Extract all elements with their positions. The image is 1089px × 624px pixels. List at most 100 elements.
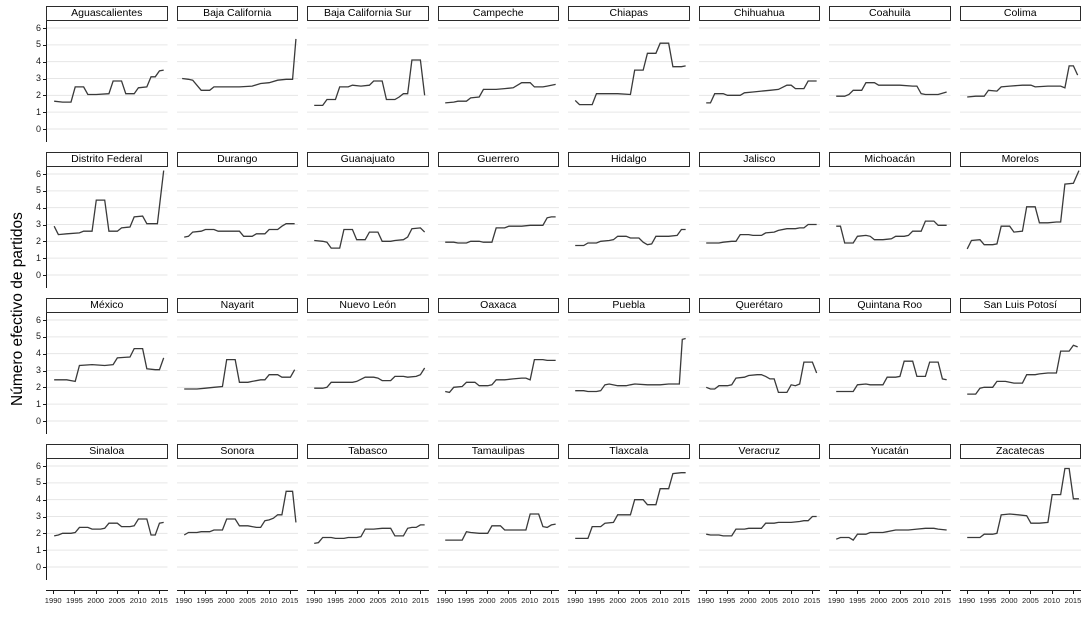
x-axis-line — [568, 590, 690, 591]
y-tick-label: 5 — [35, 477, 41, 488]
panel-plot-svg — [960, 459, 1082, 580]
panel-veracruz: Veracruz — [698, 444, 820, 580]
panel-baja-california-sur: Baja California Sur — [307, 6, 429, 142]
series-line — [445, 360, 555, 393]
x-tick-label: 2015 — [411, 596, 429, 605]
x-tick-label: 2005 — [760, 596, 778, 605]
y-tick-mark — [43, 78, 47, 80]
panel-san-luis-potosi: San Luis Potosí — [959, 298, 1082, 434]
x-tick-label: 1990 — [44, 596, 62, 605]
panel-title: Durango — [176, 152, 298, 167]
panel-plot: 0 1 2 3 4 5 6 — [36, 459, 168, 580]
x-tick-mark — [247, 590, 249, 594]
x-tick-label: 1995 — [196, 596, 214, 605]
y-tick-label: 1 — [35, 398, 41, 409]
panel-plot-svg — [829, 21, 951, 142]
x-tick-mark — [748, 590, 750, 594]
panel-title: Sinaloa — [46, 444, 168, 459]
y-tick-label: 3 — [35, 73, 41, 83]
series-line — [575, 230, 685, 246]
x-tick-mark — [878, 590, 880, 594]
panel-plot — [959, 459, 1082, 580]
x-axis-col-7: 1990 1995 2000 2005 2010 2015 — [828, 590, 951, 614]
y-tick-label: 5 — [35, 185, 41, 196]
x-tick-label: 1995 — [66, 596, 83, 605]
panel-plot: 0 1 2 3 4 5 6 — [36, 21, 168, 142]
series-line — [182, 39, 296, 90]
x-tick-mark — [159, 590, 161, 594]
panel-colima: Colima — [959, 6, 1081, 142]
panel-plot — [176, 167, 299, 288]
y-tick-label: 2 — [35, 527, 41, 538]
panel-plot-svg — [960, 313, 1082, 434]
panel-plot-svg — [568, 459, 690, 580]
series-line — [54, 171, 164, 235]
panel-plot — [568, 459, 690, 580]
x-tick-label: 2005 — [369, 596, 387, 605]
panel-title: Baja California — [176, 6, 298, 21]
series-line — [967, 345, 1077, 394]
x-tick-label: 1995 — [849, 596, 866, 605]
panel-plot-svg — [960, 167, 1082, 288]
panel-title: Nuevo León — [307, 298, 429, 313]
panel-plot-svg — [47, 459, 168, 580]
panel-plot-svg — [47, 313, 168, 434]
panel-plot-svg — [47, 167, 168, 288]
panel-title: Coahuila — [829, 6, 951, 21]
panel-hidalgo: Hidalgo — [568, 152, 690, 288]
x-tick-mark — [836, 590, 838, 594]
panel-plot-svg — [829, 313, 951, 434]
panel-sonora: Sonora — [176, 444, 298, 580]
panel-title: Tamaulipas — [437, 444, 559, 459]
y-tick-mark — [43, 421, 47, 422]
panel-aguascalientes: Aguascalientes 0 1 2 3 4 5 6 — [36, 6, 168, 142]
x-axis-col-3: 1990 1995 2000 2005 2010 2015 — [306, 590, 429, 614]
panel-plot — [698, 21, 820, 142]
y-tick-label: 5 — [35, 39, 41, 50]
x-tick-label: 1990 — [175, 596, 193, 605]
y-tick-mark — [43, 404, 47, 406]
panel-plot — [307, 167, 429, 288]
panel-sinaloa: Sinaloa 0 1 2 3 4 5 6 — [36, 444, 168, 580]
x-tick-label: 2015 — [150, 596, 168, 605]
series-line — [54, 519, 164, 536]
panel-plot — [698, 167, 820, 288]
x-tick-mark — [1051, 590, 1053, 594]
panel-plot — [437, 313, 559, 434]
y-tick-mark — [43, 224, 47, 226]
y-tick-mark — [43, 533, 47, 535]
panel-plot-svg — [177, 313, 299, 434]
panel-plot-svg — [177, 167, 299, 288]
x-tick-label: 2010 — [651, 596, 669, 605]
x-tick-mark — [268, 590, 270, 594]
series-line — [314, 368, 424, 388]
x-tick-label: 1995 — [457, 596, 475, 605]
panel-michoacan: Michoacán — [829, 152, 951, 288]
panel-title: Aguascalientes — [46, 6, 168, 21]
panel-plot — [829, 21, 951, 142]
panel-plot-svg — [568, 21, 690, 142]
panel-title: Sonora — [176, 444, 298, 459]
panel-plot — [176, 313, 299, 434]
x-tick-label: 2010 — [521, 596, 539, 605]
panel-title: Hidalgo — [568, 152, 690, 167]
y-tick-mark — [43, 370, 47, 372]
series-line — [184, 360, 294, 389]
x-tick-label: 2000 — [870, 596, 888, 605]
panel-oaxaca: Oaxaca — [437, 298, 559, 434]
x-tick-mark — [790, 590, 792, 594]
panel-plot-svg — [829, 459, 951, 580]
y-tick-label: 0 — [35, 269, 41, 280]
panel-title: San Luis Potosí — [959, 298, 1081, 313]
x-tick-label: 1990 — [566, 596, 584, 605]
panel-plot — [568, 313, 690, 434]
panel-distrito-federal: Distrito Federal 0 1 2 3 4 5 6 — [36, 152, 168, 288]
series-line — [445, 217, 555, 243]
x-tick-label: 2005 — [1021, 596, 1039, 605]
panel-plot — [176, 459, 298, 580]
series-line — [967, 469, 1079, 538]
x-tick-label: 2000 — [478, 596, 496, 605]
x-tick-mark — [857, 590, 859, 594]
y-tick-label: 4 — [35, 56, 41, 67]
